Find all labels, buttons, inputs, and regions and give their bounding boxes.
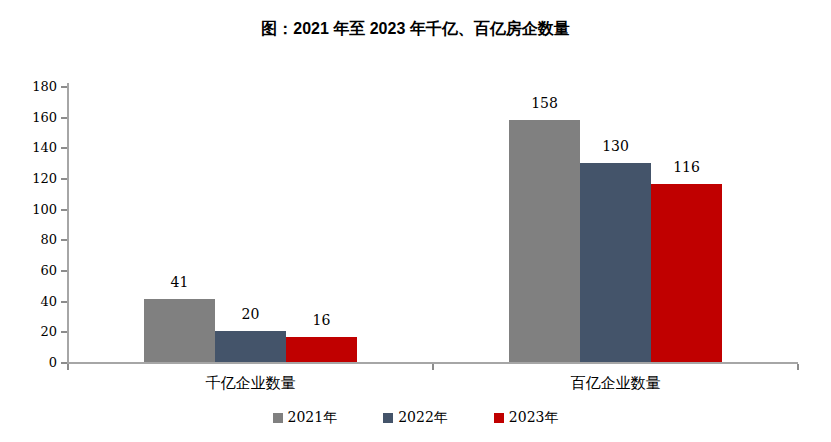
- legend-swatch-icon: [273, 413, 283, 423]
- x-axis-tick: [432, 364, 434, 370]
- y-axis-tick: [61, 270, 67, 272]
- x-axis-tick: [797, 364, 799, 370]
- y-axis-tick-label: 160: [13, 110, 57, 126]
- bar-value-label: 16: [292, 312, 352, 329]
- bar-value-label: 158: [515, 95, 575, 112]
- category-label: 百亿企业数量: [506, 375, 726, 392]
- y-axis-tick-label: 180: [13, 79, 57, 95]
- bar: [580, 163, 651, 362]
- bar: [651, 184, 722, 362]
- y-axis-tick-label: 0: [13, 355, 57, 371]
- legend-label: 2023年: [509, 409, 559, 427]
- bar-value-label: 116: [657, 159, 717, 176]
- legend-item: 2021年: [273, 409, 338, 427]
- y-axis-tick-label: 140: [13, 140, 57, 156]
- y-axis-tick: [61, 209, 67, 211]
- bar: [509, 120, 580, 362]
- y-axis-tick-label: 80: [13, 232, 57, 248]
- bar-value-label: 130: [586, 138, 646, 155]
- bar: [286, 337, 357, 362]
- bar-chart-figure: 图：2021 年至 2023 年千亿、百亿房企数量 0 20 40 60 80 100 12…: [0, 0, 831, 442]
- y-axis-tick: [61, 117, 67, 119]
- y-axis-tick: [61, 331, 67, 333]
- y-axis-tick: [61, 86, 67, 88]
- y-axis-tick: [61, 301, 67, 303]
- y-axis-tick-label: 20: [13, 324, 57, 340]
- y-axis-line: [67, 83, 69, 364]
- bar-value-label: 41: [150, 274, 210, 291]
- chart-title: 图：2021 年至 2023 年千亿、百亿房企数量: [0, 19, 831, 40]
- y-axis-tick: [61, 239, 67, 241]
- bar: [215, 331, 286, 362]
- legend-swatch-icon: [494, 413, 504, 423]
- category-label: 千亿企业数量: [141, 375, 361, 392]
- legend-swatch-icon: [383, 413, 393, 423]
- bar-value-label: 20: [221, 306, 281, 323]
- legend-label: 2022年: [398, 409, 448, 427]
- x-axis-tick: [67, 364, 69, 370]
- y-axis-tick: [61, 178, 67, 180]
- y-axis-tick-label: 60: [13, 263, 57, 279]
- y-axis-tick-label: 40: [13, 294, 57, 310]
- legend-label: 2021年: [288, 409, 338, 427]
- legend-item: 2022年: [383, 409, 448, 427]
- legend-item: 2023年: [494, 409, 559, 427]
- y-axis-tick: [61, 147, 67, 149]
- y-axis-tick-label: 100: [13, 202, 57, 218]
- bar: [144, 299, 215, 362]
- legend: 2021年 2022年 2023年: [0, 409, 831, 427]
- y-axis-tick-label: 120: [13, 171, 57, 187]
